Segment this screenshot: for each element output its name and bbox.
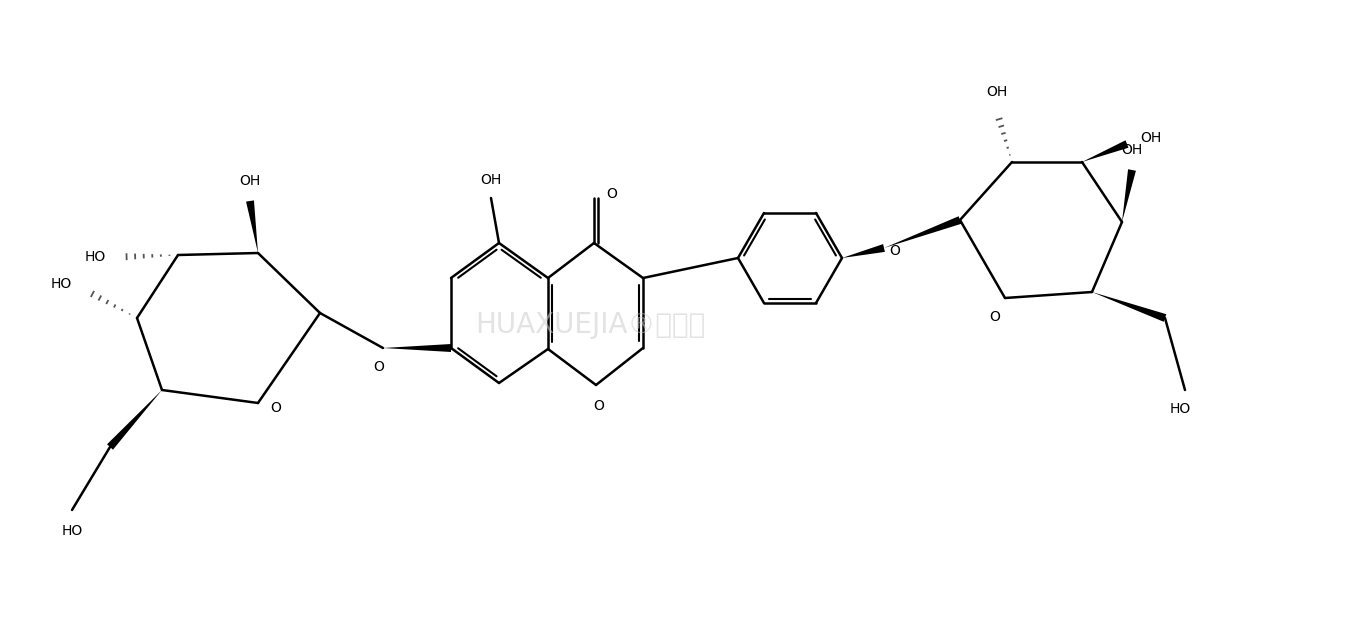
- Text: HUAXUEJIA®化学加: HUAXUEJIA®化学加: [474, 311, 705, 339]
- Text: O: O: [606, 187, 617, 201]
- Text: OH: OH: [239, 174, 261, 188]
- Text: O: O: [889, 244, 900, 258]
- Text: HO: HO: [61, 524, 83, 538]
- Text: O: O: [989, 310, 1000, 324]
- Text: O: O: [270, 401, 281, 415]
- Text: OH: OH: [480, 173, 501, 187]
- Polygon shape: [246, 200, 258, 253]
- Polygon shape: [1082, 140, 1128, 162]
- Text: HO: HO: [84, 250, 106, 264]
- Text: OH: OH: [1140, 131, 1161, 145]
- Text: OH: OH: [1121, 143, 1143, 157]
- Text: HO: HO: [50, 277, 72, 291]
- Polygon shape: [843, 244, 885, 258]
- Polygon shape: [1123, 169, 1136, 222]
- Text: OH: OH: [987, 85, 1007, 99]
- Polygon shape: [1093, 292, 1166, 322]
- Text: HO: HO: [1169, 402, 1190, 416]
- Text: O: O: [374, 360, 385, 374]
- Text: O: O: [594, 399, 605, 413]
- Polygon shape: [883, 216, 961, 248]
- Polygon shape: [107, 390, 162, 450]
- Polygon shape: [383, 344, 451, 352]
